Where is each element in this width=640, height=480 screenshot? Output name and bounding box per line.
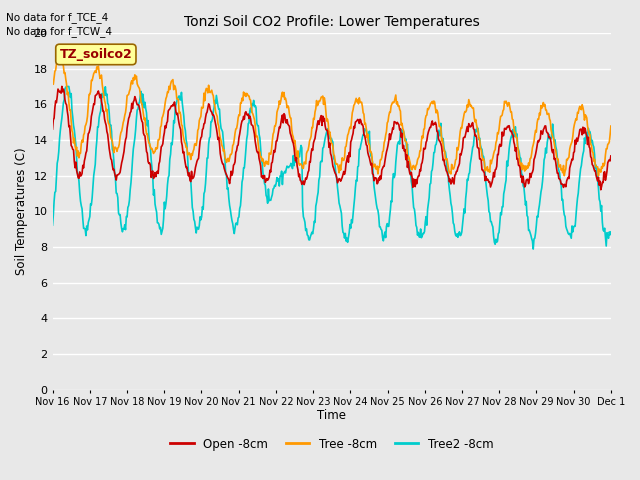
Text: No data for f_TCW_4: No data for f_TCW_4: [6, 26, 113, 37]
Text: No data for f_TCE_4: No data for f_TCE_4: [6, 12, 109, 23]
Legend: Open -8cm, Tree -8cm, Tree2 -8cm: Open -8cm, Tree -8cm, Tree2 -8cm: [165, 433, 498, 455]
Y-axis label: Soil Temperatures (C): Soil Temperatures (C): [15, 147, 28, 275]
X-axis label: Time: Time: [317, 409, 346, 422]
Title: Tonzi Soil CO2 Profile: Lower Temperatures: Tonzi Soil CO2 Profile: Lower Temperatur…: [184, 15, 479, 29]
Text: TZ_soilco2: TZ_soilco2: [60, 48, 132, 61]
